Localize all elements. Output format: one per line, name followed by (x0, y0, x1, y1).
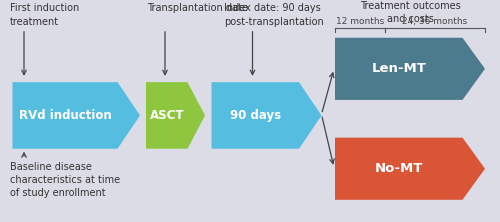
Text: 90 days: 90 days (230, 109, 281, 122)
Text: ASCT: ASCT (150, 109, 184, 122)
Text: 24, 36 months: 24, 36 months (402, 16, 468, 26)
Text: Index date: 90 days
post-transplantation: Index date: 90 days post-transplantation (224, 3, 324, 27)
Text: First induction
treatment: First induction treatment (10, 3, 79, 27)
Text: 12 months: 12 months (336, 16, 384, 26)
Text: Baseline disease
characteristics at time
of study enrollment: Baseline disease characteristics at time… (10, 162, 120, 198)
Polygon shape (12, 82, 140, 149)
Text: RVd induction: RVd induction (18, 109, 112, 122)
Polygon shape (146, 82, 205, 149)
Text: Transplantation date: Transplantation date (148, 3, 248, 13)
Text: Len-MT: Len-MT (372, 62, 426, 75)
Text: Treatment outcomes
and costs: Treatment outcomes and costs (360, 1, 460, 24)
Polygon shape (212, 82, 322, 149)
Polygon shape (335, 38, 485, 100)
Polygon shape (335, 138, 485, 200)
Text: No-MT: No-MT (374, 162, 423, 175)
